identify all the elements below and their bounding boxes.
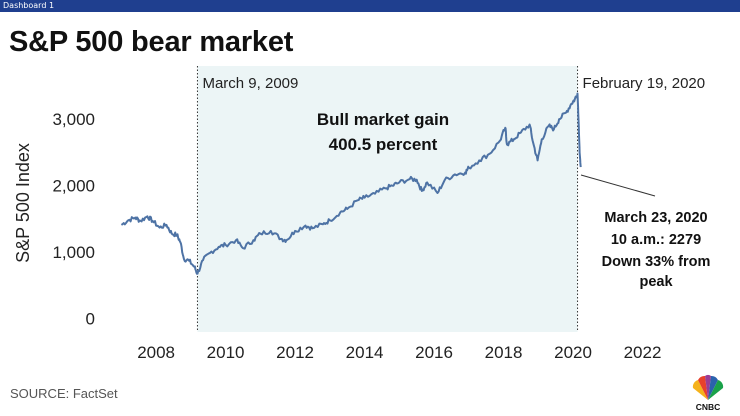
page-title: S&P 500 bear market [9,26,294,58]
x-tick-label: 2022 [624,343,662,362]
trough-annotation-line2: 10 a.m.: 2279 [611,232,701,248]
x-tick-label: 2012 [276,343,314,362]
dashboard-label: Dashboard 1 [3,1,55,10]
x-tick-label: 2018 [485,343,523,362]
trough-annotation-line1: March 23, 2020 [604,210,707,226]
bull-market-shade [197,66,578,332]
bull-annotation-line1: Bull market gain [317,110,449,129]
x-tick-label: 2016 [415,343,453,362]
source-note: SOURCE: FactSet [10,386,118,401]
dashboard-bar: Dashboard 1 [0,0,740,12]
x-tick-label: 2020 [554,343,592,362]
y-tick-label: 2,000 [52,177,95,196]
cnbc-peacock-logo: CNBC [692,375,724,412]
x-tick-label: 2014 [346,343,384,362]
bull-annotation-line2: 400.5 percent [329,135,438,154]
y-tick-label: 0 [86,310,95,329]
trough-annotation-line3: Down 33% from [602,254,711,270]
x-tick-label: 2008 [137,343,175,362]
trough-annotation-line4: peak [639,274,673,290]
y-tick-label: 1,000 [52,243,95,262]
y-axis-label: S&P 500 Index [13,143,33,263]
marker-label-2009: March 9, 2009 [202,75,298,92]
trough-leader-line [580,174,656,197]
y-tick-label: 3,000 [52,110,95,129]
sp500-series-line [120,92,582,275]
x-tick-label: 2010 [207,343,245,362]
logo-text: CNBC [696,402,721,412]
marker-label-2020: February 19, 2020 [583,75,706,92]
